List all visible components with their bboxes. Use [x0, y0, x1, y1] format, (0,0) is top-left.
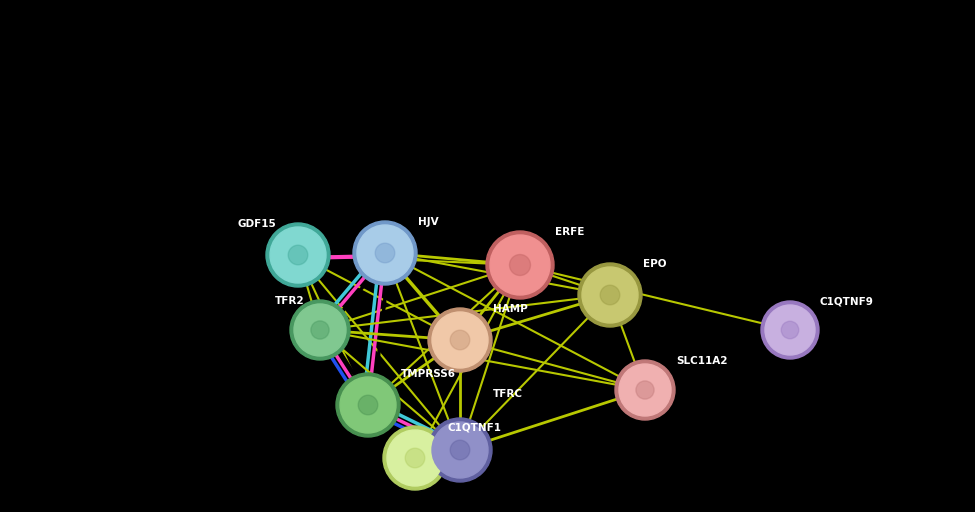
Circle shape	[428, 308, 492, 372]
Circle shape	[294, 304, 346, 356]
Circle shape	[375, 243, 395, 263]
Circle shape	[383, 426, 447, 490]
Circle shape	[270, 227, 326, 283]
Circle shape	[290, 300, 350, 360]
Circle shape	[311, 321, 330, 339]
Text: SLC11A2: SLC11A2	[676, 356, 727, 366]
Circle shape	[582, 267, 638, 323]
Circle shape	[387, 430, 443, 486]
Circle shape	[406, 448, 425, 468]
Text: C1QTNF1: C1QTNF1	[448, 422, 502, 432]
Text: TFRC: TFRC	[493, 389, 523, 399]
Circle shape	[432, 312, 488, 368]
Text: ERFE: ERFE	[555, 227, 584, 237]
Circle shape	[615, 360, 675, 420]
Circle shape	[340, 377, 396, 433]
Circle shape	[289, 245, 308, 265]
Circle shape	[578, 263, 642, 327]
Circle shape	[450, 330, 470, 350]
Circle shape	[428, 418, 492, 482]
Text: TMPRSS6: TMPRSS6	[401, 369, 456, 379]
Text: C1QTNF9: C1QTNF9	[820, 297, 874, 307]
Circle shape	[357, 225, 413, 281]
Text: HAMP: HAMP	[493, 304, 527, 314]
Text: HJV: HJV	[418, 217, 439, 227]
Circle shape	[765, 305, 815, 355]
Circle shape	[450, 440, 470, 460]
Circle shape	[490, 235, 550, 295]
Circle shape	[266, 223, 330, 287]
Text: TFR2: TFR2	[275, 296, 304, 306]
Text: EPO: EPO	[643, 259, 667, 269]
Circle shape	[601, 285, 620, 305]
Circle shape	[486, 231, 554, 299]
Circle shape	[358, 395, 377, 415]
Text: GDF15: GDF15	[238, 219, 277, 229]
Circle shape	[781, 321, 799, 339]
Circle shape	[353, 221, 417, 285]
Circle shape	[336, 373, 400, 437]
Circle shape	[761, 301, 819, 359]
Circle shape	[510, 254, 530, 275]
Circle shape	[619, 364, 671, 416]
Circle shape	[636, 381, 654, 399]
Circle shape	[432, 422, 488, 478]
